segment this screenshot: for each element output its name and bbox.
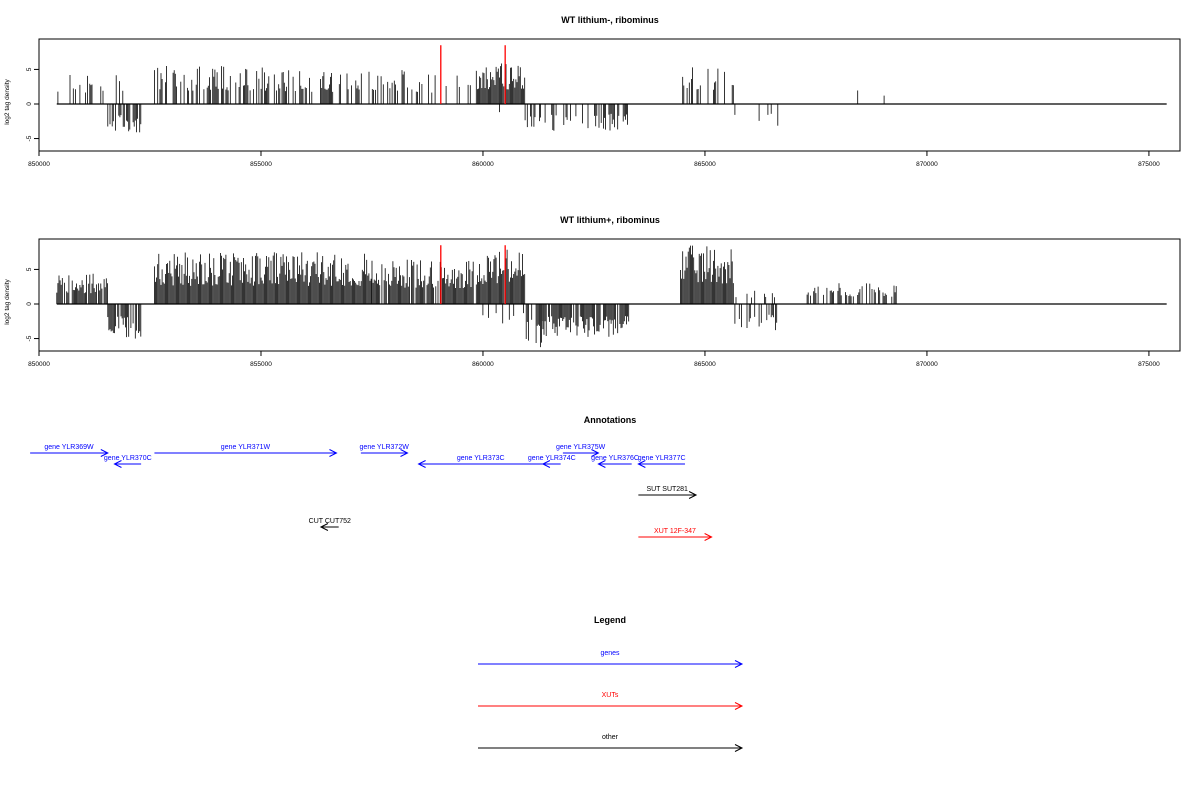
plot-frame <box>38 38 1181 152</box>
density-panel-lithium-plus: WT lithium+, ribominus -5 0 5 850000 855000 8… <box>4 215 1181 368</box>
legend-label: XUTs <box>602 692 619 699</box>
y-axis-label: log2 tag density <box>4 278 11 324</box>
x-tick-label: 865000 <box>694 161 716 168</box>
x-tick-label: 860000 <box>472 361 494 368</box>
x-tick-label: 870000 <box>916 161 938 168</box>
x-tick-label: 870000 <box>916 361 938 368</box>
y-tick-label: 5 <box>26 67 33 71</box>
feature-arrow <box>562 449 600 457</box>
feature-label: gene YLR373C <box>457 455 505 462</box>
x-tick-label: 850000 <box>28 161 50 168</box>
axes: -5 0 5 850000 855000 860000 865000 870000 875000 <box>26 67 1160 168</box>
feature-label: CUT CUT752 <box>309 518 351 525</box>
y-tick-label: 0 <box>26 302 33 306</box>
feature-label: SUT SUT281 <box>646 486 688 493</box>
legend-label: other <box>602 734 619 741</box>
feature-label: gene YLR370C <box>104 455 152 462</box>
feature-label: gene YLR372W <box>360 444 410 451</box>
feature-label: gene YLR376C <box>591 455 639 462</box>
feature-arrow <box>360 449 409 457</box>
feature-arrow <box>154 449 338 457</box>
x-tick-label: 875000 <box>1138 161 1160 168</box>
x-tick-label: 860000 <box>472 161 494 168</box>
panel-title: WT lithium+, ribominus <box>560 215 660 225</box>
x-tick-label: 855000 <box>250 161 272 168</box>
legend-arrow <box>478 744 744 752</box>
density-bars <box>56 45 1167 133</box>
y-tick-label: 5 <box>26 267 33 271</box>
panel-title: WT lithium-, ribominus <box>561 15 659 25</box>
feature-arrow <box>638 533 713 541</box>
annotations-title: Annotations <box>584 415 637 425</box>
legend-arrow <box>478 660 744 668</box>
feature-label: gene YLR374C <box>528 455 576 462</box>
feature-label: gene YLR375W <box>556 444 606 451</box>
feature-label: gene YLR377C <box>638 455 686 462</box>
feature-label: gene YLR369W <box>44 444 94 451</box>
feature-arrow <box>319 523 339 531</box>
x-tick-label: 850000 <box>28 361 50 368</box>
plot-frame <box>38 238 1181 352</box>
feature-arrows: gene YLR369W gene YLR370C gene YLR371W gene… <box>30 444 713 541</box>
density-bars <box>56 245 1167 348</box>
y-axis-label: log2 tag density <box>4 78 11 124</box>
feature-arrow <box>417 460 543 468</box>
density-panel-lithium-minus: WT lithium-, ribominus -5 0 5 850000 855000 8… <box>4 15 1181 168</box>
y-tick-label: -5 <box>26 335 33 341</box>
x-tick-label: 855000 <box>250 361 272 368</box>
feature-arrow <box>541 460 561 468</box>
y-tick-label: -5 <box>26 135 33 141</box>
feature-arrow <box>30 449 109 457</box>
axes: -5 0 5 850000 855000 860000 865000 870000 875000 <box>26 267 1160 368</box>
legend-items: genes XUTs other <box>478 650 744 752</box>
feature-label: gene YLR371W <box>221 444 271 451</box>
legend-arrow <box>478 702 744 710</box>
legend: Legend genes XUTs other <box>478 615 744 752</box>
feature-arrow <box>637 460 685 468</box>
legend-title: Legend <box>594 615 626 625</box>
x-tick-label: 865000 <box>694 361 716 368</box>
legend-label: genes <box>600 650 620 657</box>
feature-arrow <box>638 491 698 499</box>
feature-arrow <box>597 460 632 468</box>
x-tick-label: 875000 <box>1138 361 1160 368</box>
y-tick-label: 0 <box>26 102 33 106</box>
feature-arrow <box>113 460 142 468</box>
feature-label: XUT 12F-347 <box>654 528 696 535</box>
